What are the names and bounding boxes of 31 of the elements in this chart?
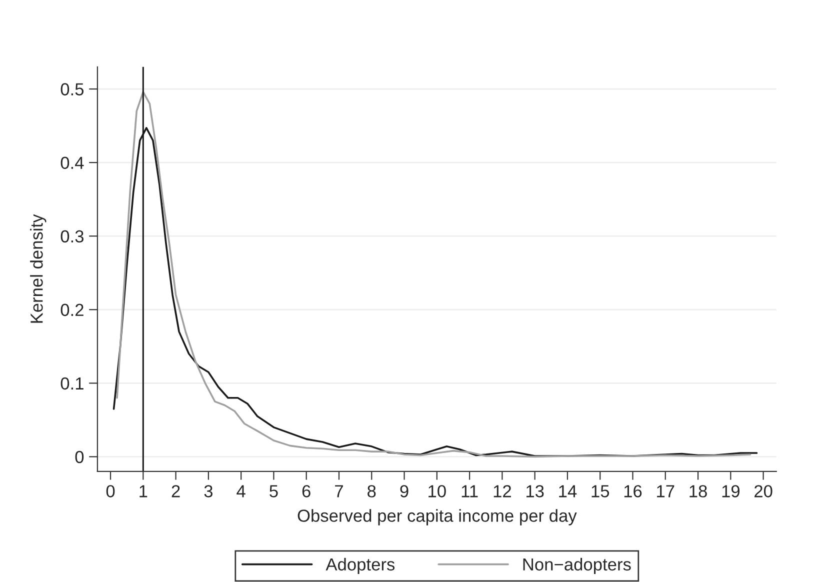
x-tick-label: 19: [722, 485, 740, 498]
legend-label: Non−adopters: [523, 558, 631, 574]
y-tick-label: 0.4: [60, 156, 84, 169]
x-tick-label: 2: [172, 485, 180, 498]
legend-label: Adopters: [326, 558, 395, 574]
y-tick-label: 0.3: [60, 230, 84, 243]
x-tick-label: 13: [526, 485, 544, 498]
x-tick-label: 8: [368, 485, 376, 498]
y-axis-title: Kernel density: [30, 214, 46, 323]
x-tick-label: 15: [592, 485, 610, 498]
y-tick-label: 0.1: [60, 377, 84, 390]
x-tick-label: 20: [754, 485, 772, 498]
x-tick-label: 7: [335, 485, 343, 498]
x-tick-label: 5: [270, 485, 278, 498]
x-axis-title: Observed per capita income per day: [298, 509, 577, 526]
x-tick-label: 12: [494, 485, 511, 498]
x-tick-label: 14: [559, 485, 577, 498]
x-tick-label: 1: [140, 485, 148, 498]
y-tick-label: 0: [75, 450, 84, 464]
y-tick-label: 0.2: [60, 304, 84, 316]
x-tick-label: 3: [204, 485, 212, 498]
x-tick-label: 16: [624, 485, 642, 498]
y-tick-label: 0.5: [60, 83, 84, 96]
x-tick-label: 4: [236, 485, 246, 498]
x-tick-label: 0: [106, 485, 115, 498]
x-tick-label: 17: [657, 485, 674, 498]
x-tick-label: 9: [400, 485, 408, 498]
x-tick-label: 10: [428, 485, 446, 498]
x-tick-label: 18: [690, 485, 707, 498]
x-tick-label: 11: [462, 485, 478, 498]
x-tick-label: 6: [302, 485, 310, 498]
